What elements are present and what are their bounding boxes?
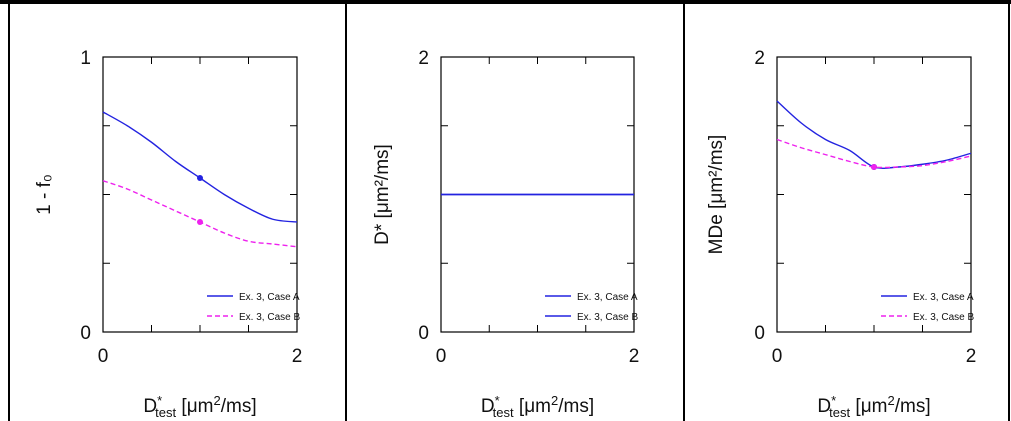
legend-label: Ex. 3, Case B <box>913 312 974 323</box>
legend: Ex. 3, Case A Ex. 3, Case B <box>207 292 300 323</box>
x-tick-label: 0 <box>772 346 783 367</box>
x-axis-label: D* test [μm2/ms] <box>143 393 256 420</box>
legend-label: Ex. 3, Case A <box>239 292 300 303</box>
series-line-case-a <box>102 111 298 223</box>
series-line-case-b <box>102 180 298 248</box>
series-marker-case-a <box>197 175 203 181</box>
legend: Ex. 3, Case A Ex. 3, Case B <box>545 292 638 323</box>
legend: Ex. 3, Case A Ex. 3, Case B <box>881 292 974 323</box>
chart-panel-3: 0 2 0 2 D* test [μm2/ms] MDe [μm²/ms] Ex. 3, Ca… <box>706 48 976 420</box>
x-axis-label: D* test [μm2/ms] <box>481 393 594 420</box>
chart-panel-2: 0 2 0 2 D* test [μm2/ms] D* [μm²/ms] Ex. 3, Cas… <box>372 48 639 420</box>
x-axis-label: D* test [μm2/ms] <box>817 393 930 420</box>
y-axis-label: 1 - f₀ <box>34 174 55 215</box>
legend-label: Ex. 3, Case A <box>913 292 974 303</box>
y-tick-label: 0 <box>754 323 765 344</box>
plot-frame <box>776 56 972 333</box>
y-tick-label: 1 <box>80 48 91 69</box>
legend-label: Ex. 3, Case B <box>239 312 300 323</box>
y-axis-label: MDe [μm²/ms] <box>706 135 727 255</box>
legend-label: Ex. 3, Case B <box>577 312 638 323</box>
x-tick-label: 2 <box>292 346 303 367</box>
legend-label: Ex. 3, Case A <box>577 292 638 303</box>
x-tick-label: 0 <box>98 346 109 367</box>
x-tick-label: 2 <box>629 346 640 367</box>
y-tick-label: 2 <box>418 48 429 69</box>
x-tick-label: 2 <box>966 346 977 367</box>
series-marker-case-b <box>197 219 203 225</box>
y-tick-label: 0 <box>80 323 91 344</box>
series-line-case-a <box>776 100 972 170</box>
series-marker-case-b <box>871 164 877 170</box>
y-tick-label: 0 <box>418 323 429 344</box>
x-tick-label: 0 <box>436 346 447 367</box>
y-tick-label: 2 <box>754 48 765 69</box>
y-axis-label: D* [μm²/ms] <box>372 144 393 245</box>
plot-frame <box>102 56 298 333</box>
series-line-case-b <box>776 138 972 169</box>
